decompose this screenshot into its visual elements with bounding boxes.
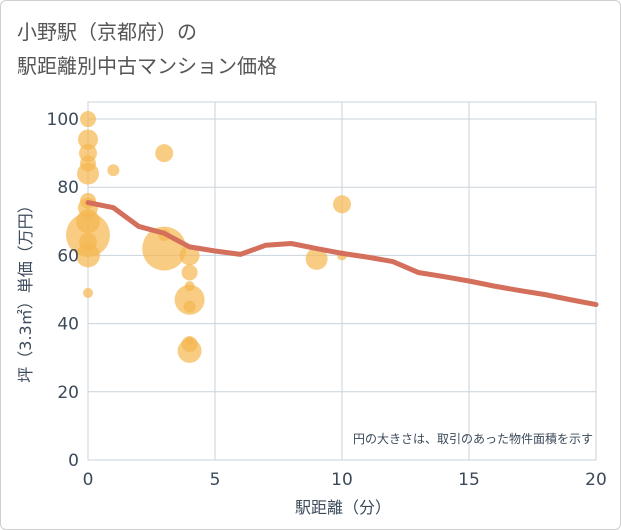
transaction-bubble [155,144,174,163]
transaction-bubble [183,300,196,313]
transaction-bubble [83,287,93,298]
transaction-bubble [107,164,120,177]
y-tick-label: 0 [68,451,79,471]
x-axis-label: 駅距離（分） [295,498,391,517]
transaction-bubble [177,338,202,363]
transaction-bubble [174,284,205,315]
chart-title: 小野駅（京都府）の 駅距離別中古マンション価格 [17,15,277,83]
transaction-bubbles [66,111,351,363]
transaction-bubble [181,264,198,281]
transaction-bubble [78,129,98,150]
x-tick-label: 15 [458,470,480,490]
y-axis-label: 坪（3.3㎡）単価（万円） [16,197,35,382]
average-price-line [85,200,599,308]
transaction-bubble [77,162,99,185]
y-tick-label: 20 [57,383,79,403]
plot-border [87,101,597,461]
average-price-series-line [85,200,599,308]
y-tick-label: 40 [57,315,79,335]
x-tick-label: 10 [331,470,353,490]
chart-title-line-1: 小野駅（京都府）の [17,20,197,44]
x-tick-label: 0 [83,470,94,490]
y-tick-label: 100 [47,110,79,130]
axis-ticks: 0 5 10 15 20 0 20 40 60 80 100 [47,110,607,490]
transaction-bubble [333,195,351,214]
transaction-bubble [179,245,200,266]
bubble-size-note: 円の大きさは、取引のあった物件面積を示す [353,431,593,446]
y-tick-label: 60 [57,246,79,266]
transaction-bubble [76,243,100,268]
transaction-bubble [80,111,96,128]
y-tick-label: 80 [57,178,79,198]
chart-title-line-2: 駅距離別中古マンション価格 [17,54,277,78]
transaction-bubble [305,247,328,270]
x-tick-label: 5 [210,470,221,490]
x-tick-label: 20 [585,470,607,490]
